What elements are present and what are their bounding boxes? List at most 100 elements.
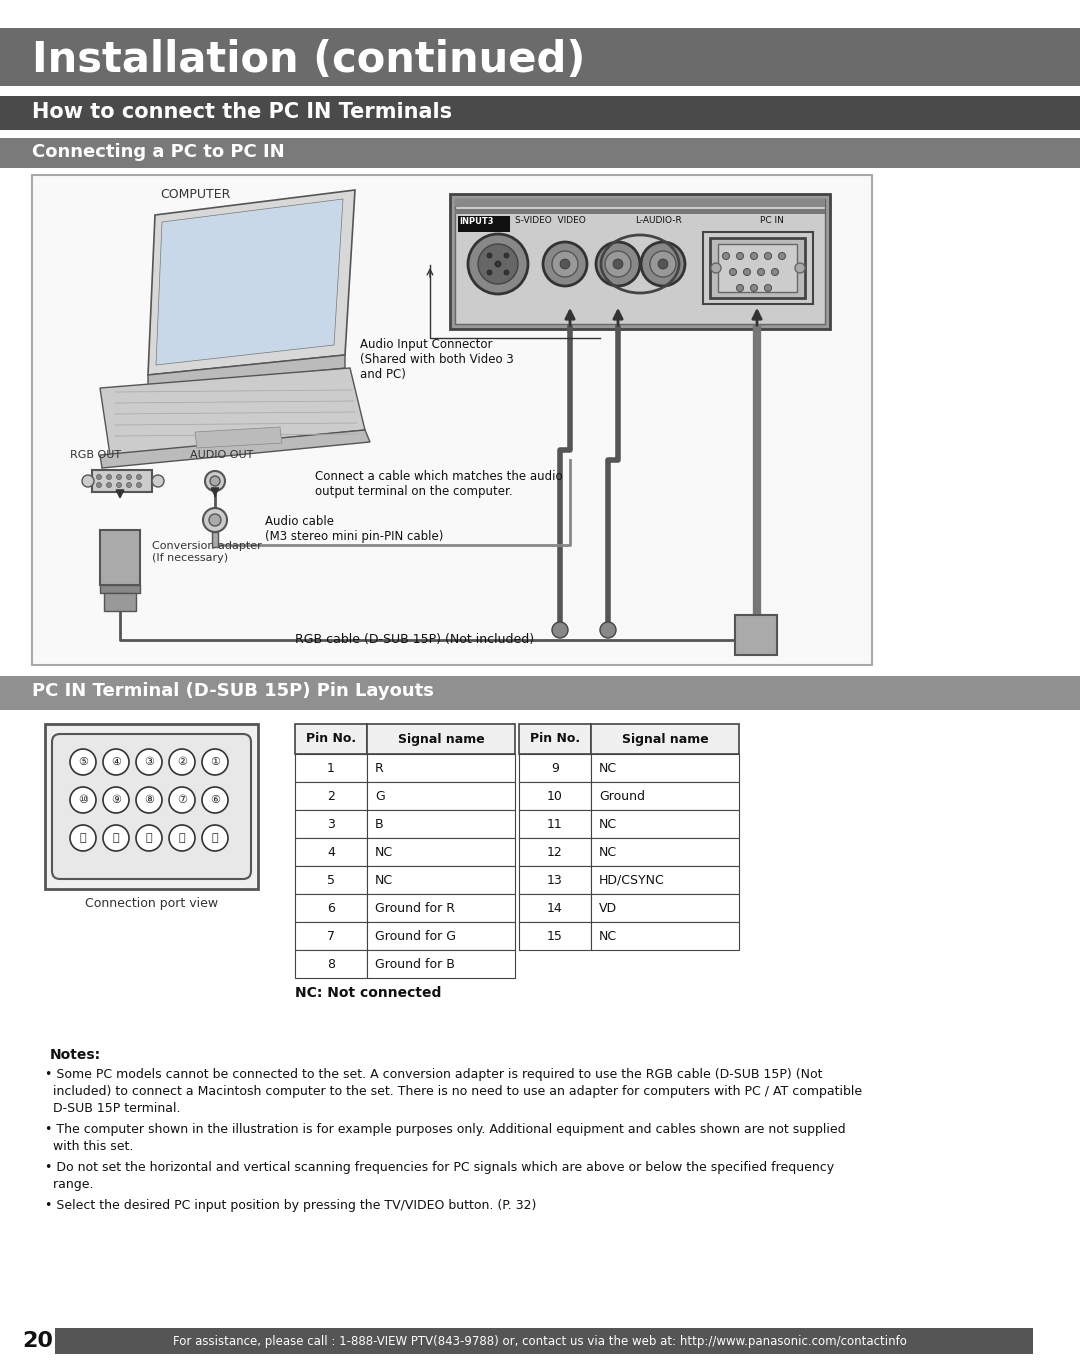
Circle shape bbox=[70, 786, 96, 812]
Text: 8: 8 bbox=[327, 957, 335, 970]
Circle shape bbox=[751, 285, 757, 292]
Circle shape bbox=[136, 474, 141, 480]
Text: Pin No.: Pin No. bbox=[530, 732, 580, 746]
Text: included) to connect a Macintosh computer to the set. There is no need to use an: included) to connect a Macintosh compute… bbox=[45, 1085, 862, 1099]
Circle shape bbox=[136, 750, 162, 776]
Bar bbox=[295, 950, 367, 979]
Text: ⑬: ⑬ bbox=[146, 833, 152, 842]
Bar bbox=[295, 894, 367, 921]
Text: range.: range. bbox=[45, 1178, 94, 1191]
Bar bbox=[735, 615, 777, 656]
Circle shape bbox=[210, 476, 220, 487]
Text: ③: ③ bbox=[144, 756, 154, 767]
Text: NC: Not connected: NC: Not connected bbox=[295, 985, 442, 1000]
Bar bbox=[45, 724, 258, 889]
Text: INPUT3: INPUT3 bbox=[459, 217, 494, 226]
Bar bbox=[367, 894, 515, 921]
Bar bbox=[295, 754, 367, 782]
Circle shape bbox=[765, 252, 771, 259]
Circle shape bbox=[561, 259, 570, 269]
Circle shape bbox=[107, 483, 111, 488]
Circle shape bbox=[543, 243, 588, 286]
Bar bbox=[367, 754, 515, 782]
Polygon shape bbox=[100, 368, 365, 455]
Text: with this set.: with this set. bbox=[45, 1139, 133, 1153]
Polygon shape bbox=[148, 189, 355, 375]
Bar bbox=[295, 810, 367, 838]
Polygon shape bbox=[148, 354, 345, 388]
Text: COMPUTER: COMPUTER bbox=[160, 188, 230, 200]
Bar bbox=[104, 593, 136, 611]
Text: Ground for G: Ground for G bbox=[375, 930, 456, 942]
Circle shape bbox=[168, 750, 195, 776]
Bar bbox=[367, 950, 515, 979]
Text: Audio Input Connector
(Shared with both Video 3
and PC): Audio Input Connector (Shared with both … bbox=[360, 338, 514, 382]
Text: 12: 12 bbox=[548, 845, 563, 859]
Text: S-VIDEO  VIDEO: S-VIDEO VIDEO bbox=[515, 215, 585, 225]
Text: ⑩: ⑩ bbox=[78, 795, 87, 806]
Circle shape bbox=[168, 786, 195, 812]
Text: Signal name: Signal name bbox=[622, 732, 708, 746]
Text: Installation (continued): Installation (continued) bbox=[32, 40, 585, 80]
Circle shape bbox=[478, 244, 518, 284]
Text: Ground: Ground bbox=[599, 789, 645, 803]
Text: ④: ④ bbox=[111, 756, 121, 767]
Bar bbox=[718, 244, 797, 292]
Polygon shape bbox=[156, 199, 343, 365]
Text: 7: 7 bbox=[327, 930, 335, 942]
Text: HD/CSYNC: HD/CSYNC bbox=[599, 874, 665, 886]
Text: Ground for R: Ground for R bbox=[375, 901, 455, 915]
Circle shape bbox=[751, 252, 757, 259]
Circle shape bbox=[771, 269, 779, 275]
Circle shape bbox=[795, 263, 805, 273]
Text: NC: NC bbox=[599, 930, 617, 942]
Circle shape bbox=[103, 786, 129, 812]
Circle shape bbox=[203, 508, 227, 532]
Bar bbox=[519, 810, 591, 838]
Text: RGB cable (D-SUB 15P) (Not included): RGB cable (D-SUB 15P) (Not included) bbox=[295, 634, 535, 646]
Bar bbox=[367, 921, 515, 950]
Text: 14: 14 bbox=[548, 901, 563, 915]
Text: ⑨: ⑨ bbox=[111, 795, 121, 806]
Circle shape bbox=[504, 254, 509, 258]
Text: How to connect the PC IN Terminals: How to connect the PC IN Terminals bbox=[32, 102, 453, 123]
Circle shape bbox=[70, 825, 96, 851]
Text: AUDIO OUT: AUDIO OUT bbox=[190, 450, 254, 459]
Circle shape bbox=[723, 252, 729, 259]
Circle shape bbox=[552, 622, 568, 638]
Text: 11: 11 bbox=[548, 818, 563, 830]
Circle shape bbox=[504, 270, 509, 275]
Bar bbox=[519, 782, 591, 810]
Circle shape bbox=[152, 474, 164, 487]
Circle shape bbox=[658, 259, 669, 269]
Bar bbox=[367, 810, 515, 838]
Bar bbox=[455, 209, 825, 214]
Text: Ground for B: Ground for B bbox=[375, 957, 455, 970]
Text: PC IN: PC IN bbox=[760, 215, 784, 225]
Bar bbox=[703, 232, 813, 304]
Bar bbox=[295, 921, 367, 950]
Circle shape bbox=[757, 269, 765, 275]
Bar bbox=[591, 782, 739, 810]
Circle shape bbox=[126, 474, 132, 480]
Text: 4: 4 bbox=[327, 845, 335, 859]
FancyBboxPatch shape bbox=[52, 735, 251, 879]
Bar bbox=[295, 782, 367, 810]
Circle shape bbox=[103, 750, 129, 776]
Text: ⑪: ⑪ bbox=[212, 833, 218, 842]
Circle shape bbox=[136, 483, 141, 488]
Circle shape bbox=[202, 750, 228, 776]
Circle shape bbox=[613, 259, 623, 269]
Text: • Some PC models cannot be connected to the set. A conversion adapter is require: • Some PC models cannot be connected to … bbox=[45, 1069, 823, 1081]
Text: Connecting a PC to PC IN: Connecting a PC to PC IN bbox=[32, 143, 285, 161]
Polygon shape bbox=[195, 427, 282, 448]
Text: 15: 15 bbox=[548, 930, 563, 942]
Text: R: R bbox=[375, 762, 383, 774]
Circle shape bbox=[202, 825, 228, 851]
Bar bbox=[519, 894, 591, 921]
Bar bbox=[92, 470, 152, 492]
Text: Connection port view: Connection port view bbox=[85, 897, 218, 910]
Bar bbox=[0, 95, 1080, 129]
Circle shape bbox=[205, 472, 225, 491]
Text: Pin No.: Pin No. bbox=[306, 732, 356, 746]
